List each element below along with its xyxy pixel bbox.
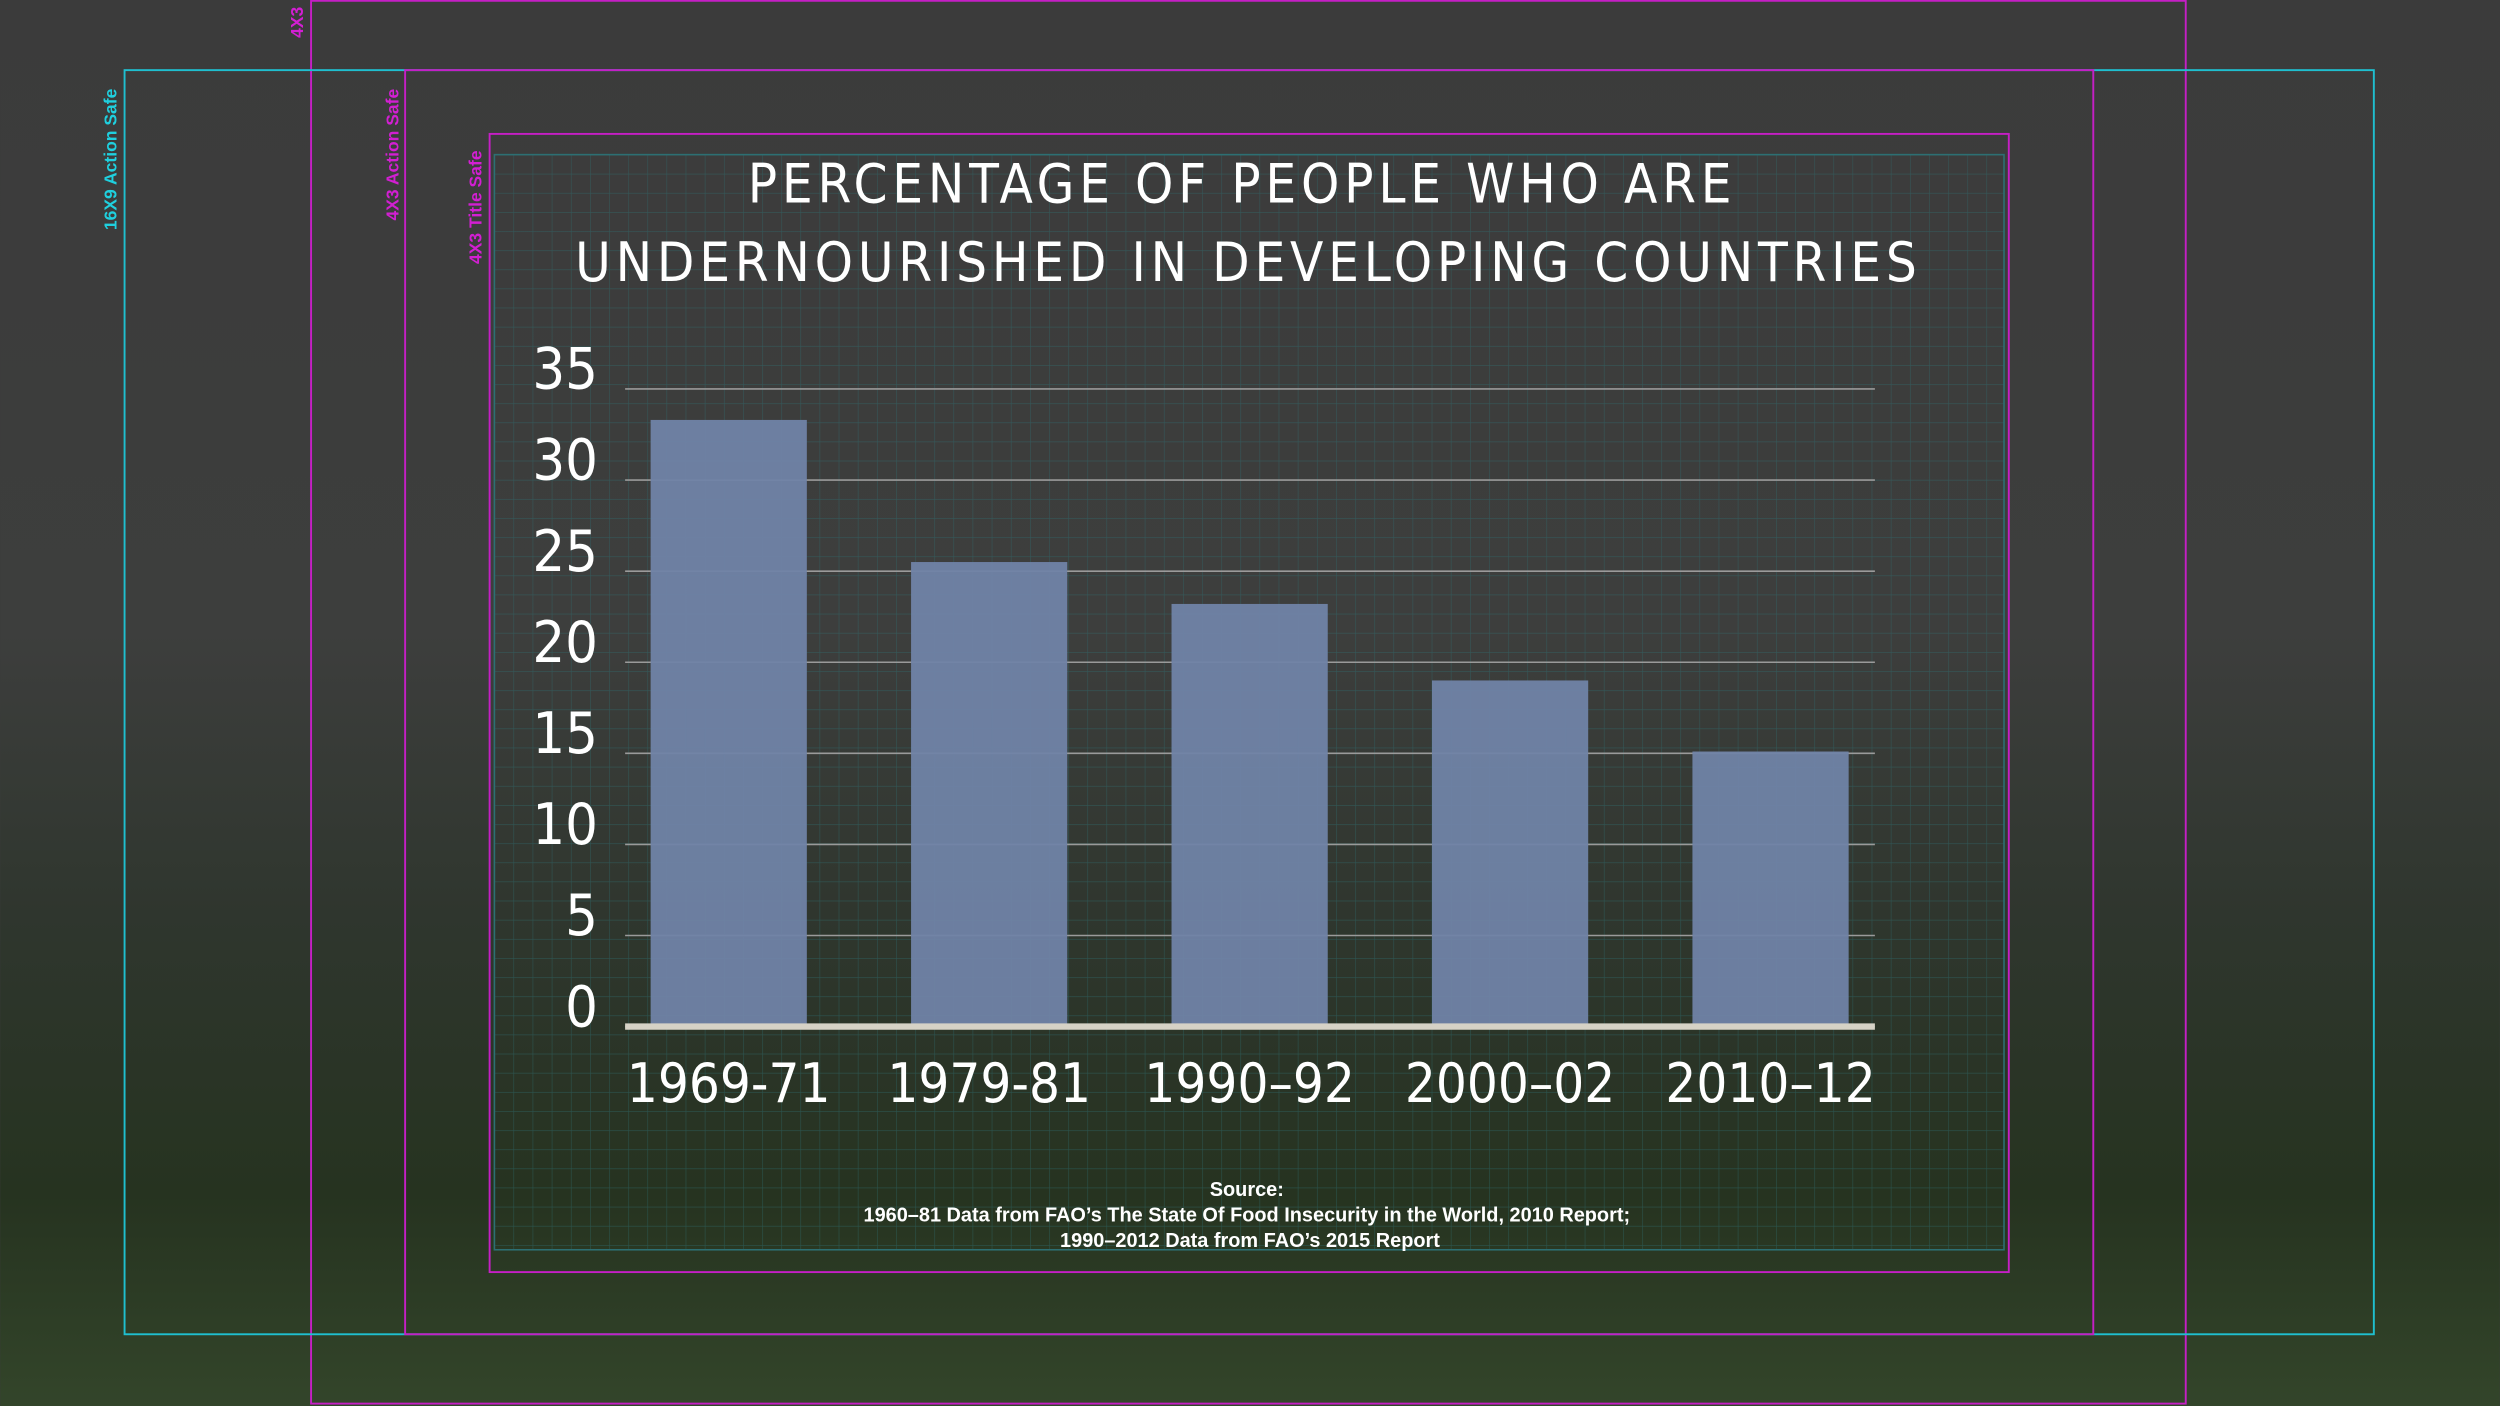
x-tick-label: 1969-71 <box>627 1052 831 1115</box>
guide-label: 4X3 <box>287 6 307 37</box>
y-tick-label: 25 <box>532 518 598 585</box>
bar <box>1171 603 1328 1027</box>
y-tick-label: 30 <box>532 427 598 494</box>
source-note: 1990–2012 Data from FAO’s 2015 Report <box>1060 1230 1440 1252</box>
guide-4x3 <box>310 0 2187 1405</box>
y-tick-label: 35 <box>532 336 598 403</box>
y-tick-label: 5 <box>565 882 598 949</box>
guide-label: 16X9 Action Safe <box>100 88 120 230</box>
guide-label: 4X3 Action Safe <box>383 89 403 221</box>
guide-4x3-title <box>488 132 2010 1274</box>
chart-title: PERCENTAGE OF PEOPLE WHO ARE <box>748 153 1737 216</box>
y-tick-label: 0 <box>565 973 598 1040</box>
x-tick-label: 2010–12 <box>1665 1052 1875 1115</box>
guide-4x3-action <box>404 69 2095 1336</box>
y-tick-label: 15 <box>532 700 598 767</box>
guide-label: 4X3 Title Safe <box>465 150 485 264</box>
bar <box>650 419 807 1027</box>
bar <box>1431 680 1589 1027</box>
y-tick-label: 20 <box>532 609 598 676</box>
bar <box>911 562 1068 1027</box>
source-note: 1960–81 Data from FAO’s The State Of Foo… <box>864 1205 1631 1227</box>
bar <box>1692 751 1849 1027</box>
x-tick-label: 1990–92 <box>1144 1052 1354 1115</box>
x-tick-label: 1979-81 <box>887 1052 1091 1115</box>
source-note: Source: <box>1210 1179 1284 1201</box>
y-tick-label: 10 <box>532 791 598 858</box>
chart-title: UNDERNOURISHED IN DEVELOPING COUNTRIES <box>575 231 1921 294</box>
x-tick-label: 2000–02 <box>1405 1052 1615 1115</box>
